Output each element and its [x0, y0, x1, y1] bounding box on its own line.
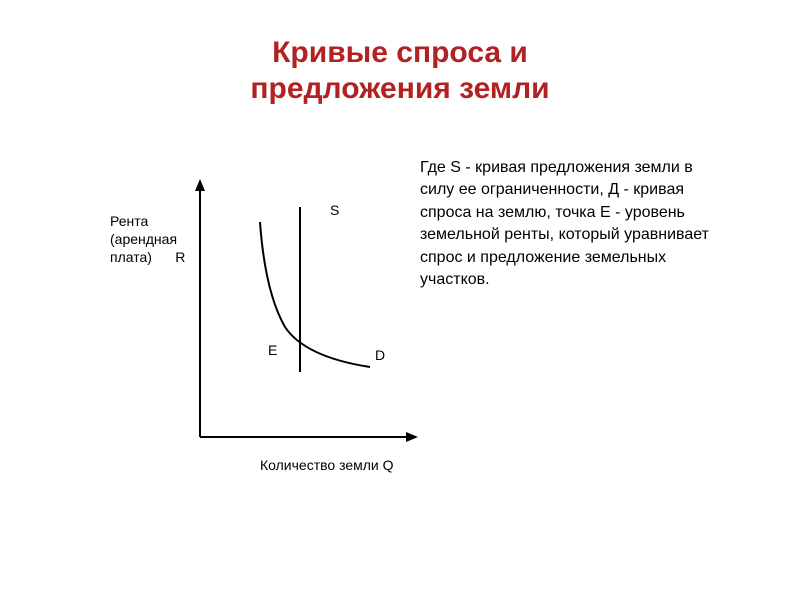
label-E: E: [268, 342, 277, 358]
title-line1: Кривые спроса и: [0, 35, 800, 71]
label-D: D: [375, 347, 385, 363]
y-axis-arrow: [195, 179, 205, 191]
description-text: Где S - кривая предложения земли в силу …: [420, 147, 720, 497]
chart-container: Рента (арендная плата) R S E D Количеств…: [40, 147, 420, 497]
slide-title: Кривые спроса и предложения земли: [0, 0, 800, 107]
label-S: S: [330, 202, 339, 218]
title-line2: предложения земли: [0, 71, 800, 107]
content-area: Рента (арендная плата) R S E D Количеств…: [0, 147, 800, 497]
x-axis-label: Количество земли Q: [260, 457, 394, 473]
x-axis-arrow: [406, 432, 418, 442]
chart-svg: [40, 147, 420, 467]
